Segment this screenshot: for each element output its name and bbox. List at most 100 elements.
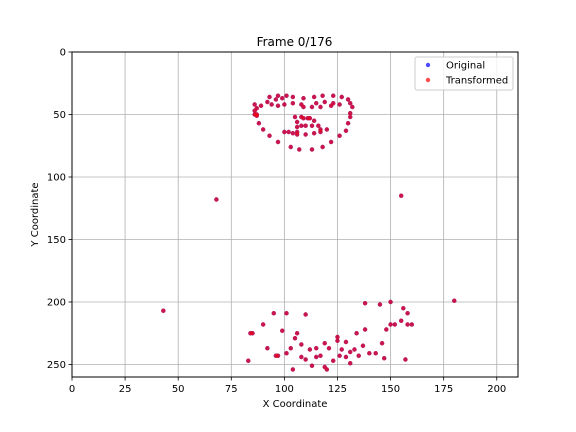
chart-title: Frame 0/176 — [257, 35, 333, 49]
data-point — [282, 102, 287, 107]
x-tick-label: 200 — [487, 384, 506, 395]
data-point — [362, 327, 368, 332]
data-point — [335, 334, 340, 340]
data-point — [273, 97, 279, 102]
data-point — [335, 338, 340, 343]
data-point — [405, 322, 410, 327]
data-point — [348, 101, 353, 106]
data-point — [294, 331, 300, 336]
data-point — [294, 119, 300, 125]
data-points — [161, 93, 457, 372]
data-point — [271, 311, 276, 316]
data-point — [331, 101, 336, 106]
plot-frame — [71, 51, 519, 378]
data-point — [299, 114, 304, 120]
data-point — [265, 346, 270, 351]
data-point — [309, 123, 315, 128]
legend-marker-original — [425, 62, 431, 68]
data-point — [290, 94, 296, 100]
data-point — [343, 354, 349, 360]
data-point — [280, 96, 285, 101]
data-point — [314, 354, 319, 360]
data-point — [254, 106, 259, 111]
data-point — [337, 353, 342, 358]
x-tick-label: 150 — [381, 384, 400, 395]
x-tick-label: 175 — [434, 384, 453, 395]
data-point — [267, 133, 272, 138]
data-point — [318, 353, 323, 358]
data-point — [348, 349, 353, 355]
data-point — [316, 123, 321, 128]
data-point — [388, 299, 393, 305]
data-point — [161, 308, 166, 313]
data-point — [322, 341, 327, 346]
data-point — [328, 139, 334, 145]
data-point — [250, 331, 255, 336]
data-point — [331, 93, 336, 98]
legend-box — [414, 56, 514, 91]
y-tick-label: 100 — [47, 173, 66, 184]
data-point — [311, 131, 317, 136]
data-point — [354, 331, 359, 336]
data-point — [320, 93, 325, 98]
data-point — [348, 361, 353, 366]
data-point — [373, 351, 378, 356]
data-point — [294, 124, 300, 130]
data-point — [275, 103, 281, 108]
data-point — [275, 93, 281, 98]
data-point — [384, 327, 389, 332]
y-axis-label: Y Coordinate — [30, 182, 41, 247]
data-point — [294, 132, 300, 137]
data-point — [348, 114, 353, 120]
data-point — [352, 347, 357, 352]
data-point — [288, 346, 293, 351]
y-axis-ticks: 0 50 100 150 200 250 — [47, 48, 72, 371]
data-point — [305, 116, 310, 121]
data-point — [292, 336, 298, 341]
data-point — [405, 311, 410, 316]
data-point — [307, 347, 313, 352]
x-axis-label: X Coordinate — [263, 399, 328, 410]
data-point — [290, 101, 296, 106]
data-point — [360, 343, 366, 348]
data-point — [260, 127, 266, 132]
data-point — [403, 357, 408, 362]
x-axis-ticks: 0 25 50 75 100 125 150 175 200 — [69, 377, 506, 395]
data-point — [320, 144, 325, 150]
x-tick-label: 50 — [172, 384, 185, 395]
data-point — [258, 103, 264, 108]
data-point — [303, 132, 308, 137]
data-point — [324, 127, 330, 132]
data-point — [322, 99, 327, 105]
data-point — [299, 342, 304, 347]
data-point — [299, 354, 304, 360]
data-point — [367, 351, 372, 356]
data-point — [318, 129, 323, 135]
data-point — [303, 123, 308, 128]
legend: Original Transformed — [414, 56, 514, 91]
data-point — [284, 351, 289, 356]
data-point — [290, 131, 296, 136]
data-point — [324, 367, 330, 372]
data-point — [254, 112, 259, 117]
data-point — [326, 346, 332, 351]
y-tick-label: 50 — [53, 110, 66, 121]
data-point — [309, 104, 315, 110]
data-point — [343, 128, 349, 133]
data-point — [314, 101, 319, 106]
data-point — [252, 102, 257, 107]
data-point — [290, 367, 296, 372]
data-point — [267, 94, 272, 100]
data-point — [309, 363, 315, 368]
data-point — [398, 318, 404, 323]
x-tick-label: 75 — [225, 384, 238, 395]
data-point — [345, 121, 351, 126]
x-tick-label: 100 — [275, 384, 294, 395]
data-point — [339, 94, 344, 100]
data-point — [275, 353, 281, 358]
data-point — [350, 104, 355, 110]
data-point — [299, 123, 304, 128]
legend-label-original: Original — [446, 61, 485, 72]
series-transformed — [161, 93, 457, 372]
